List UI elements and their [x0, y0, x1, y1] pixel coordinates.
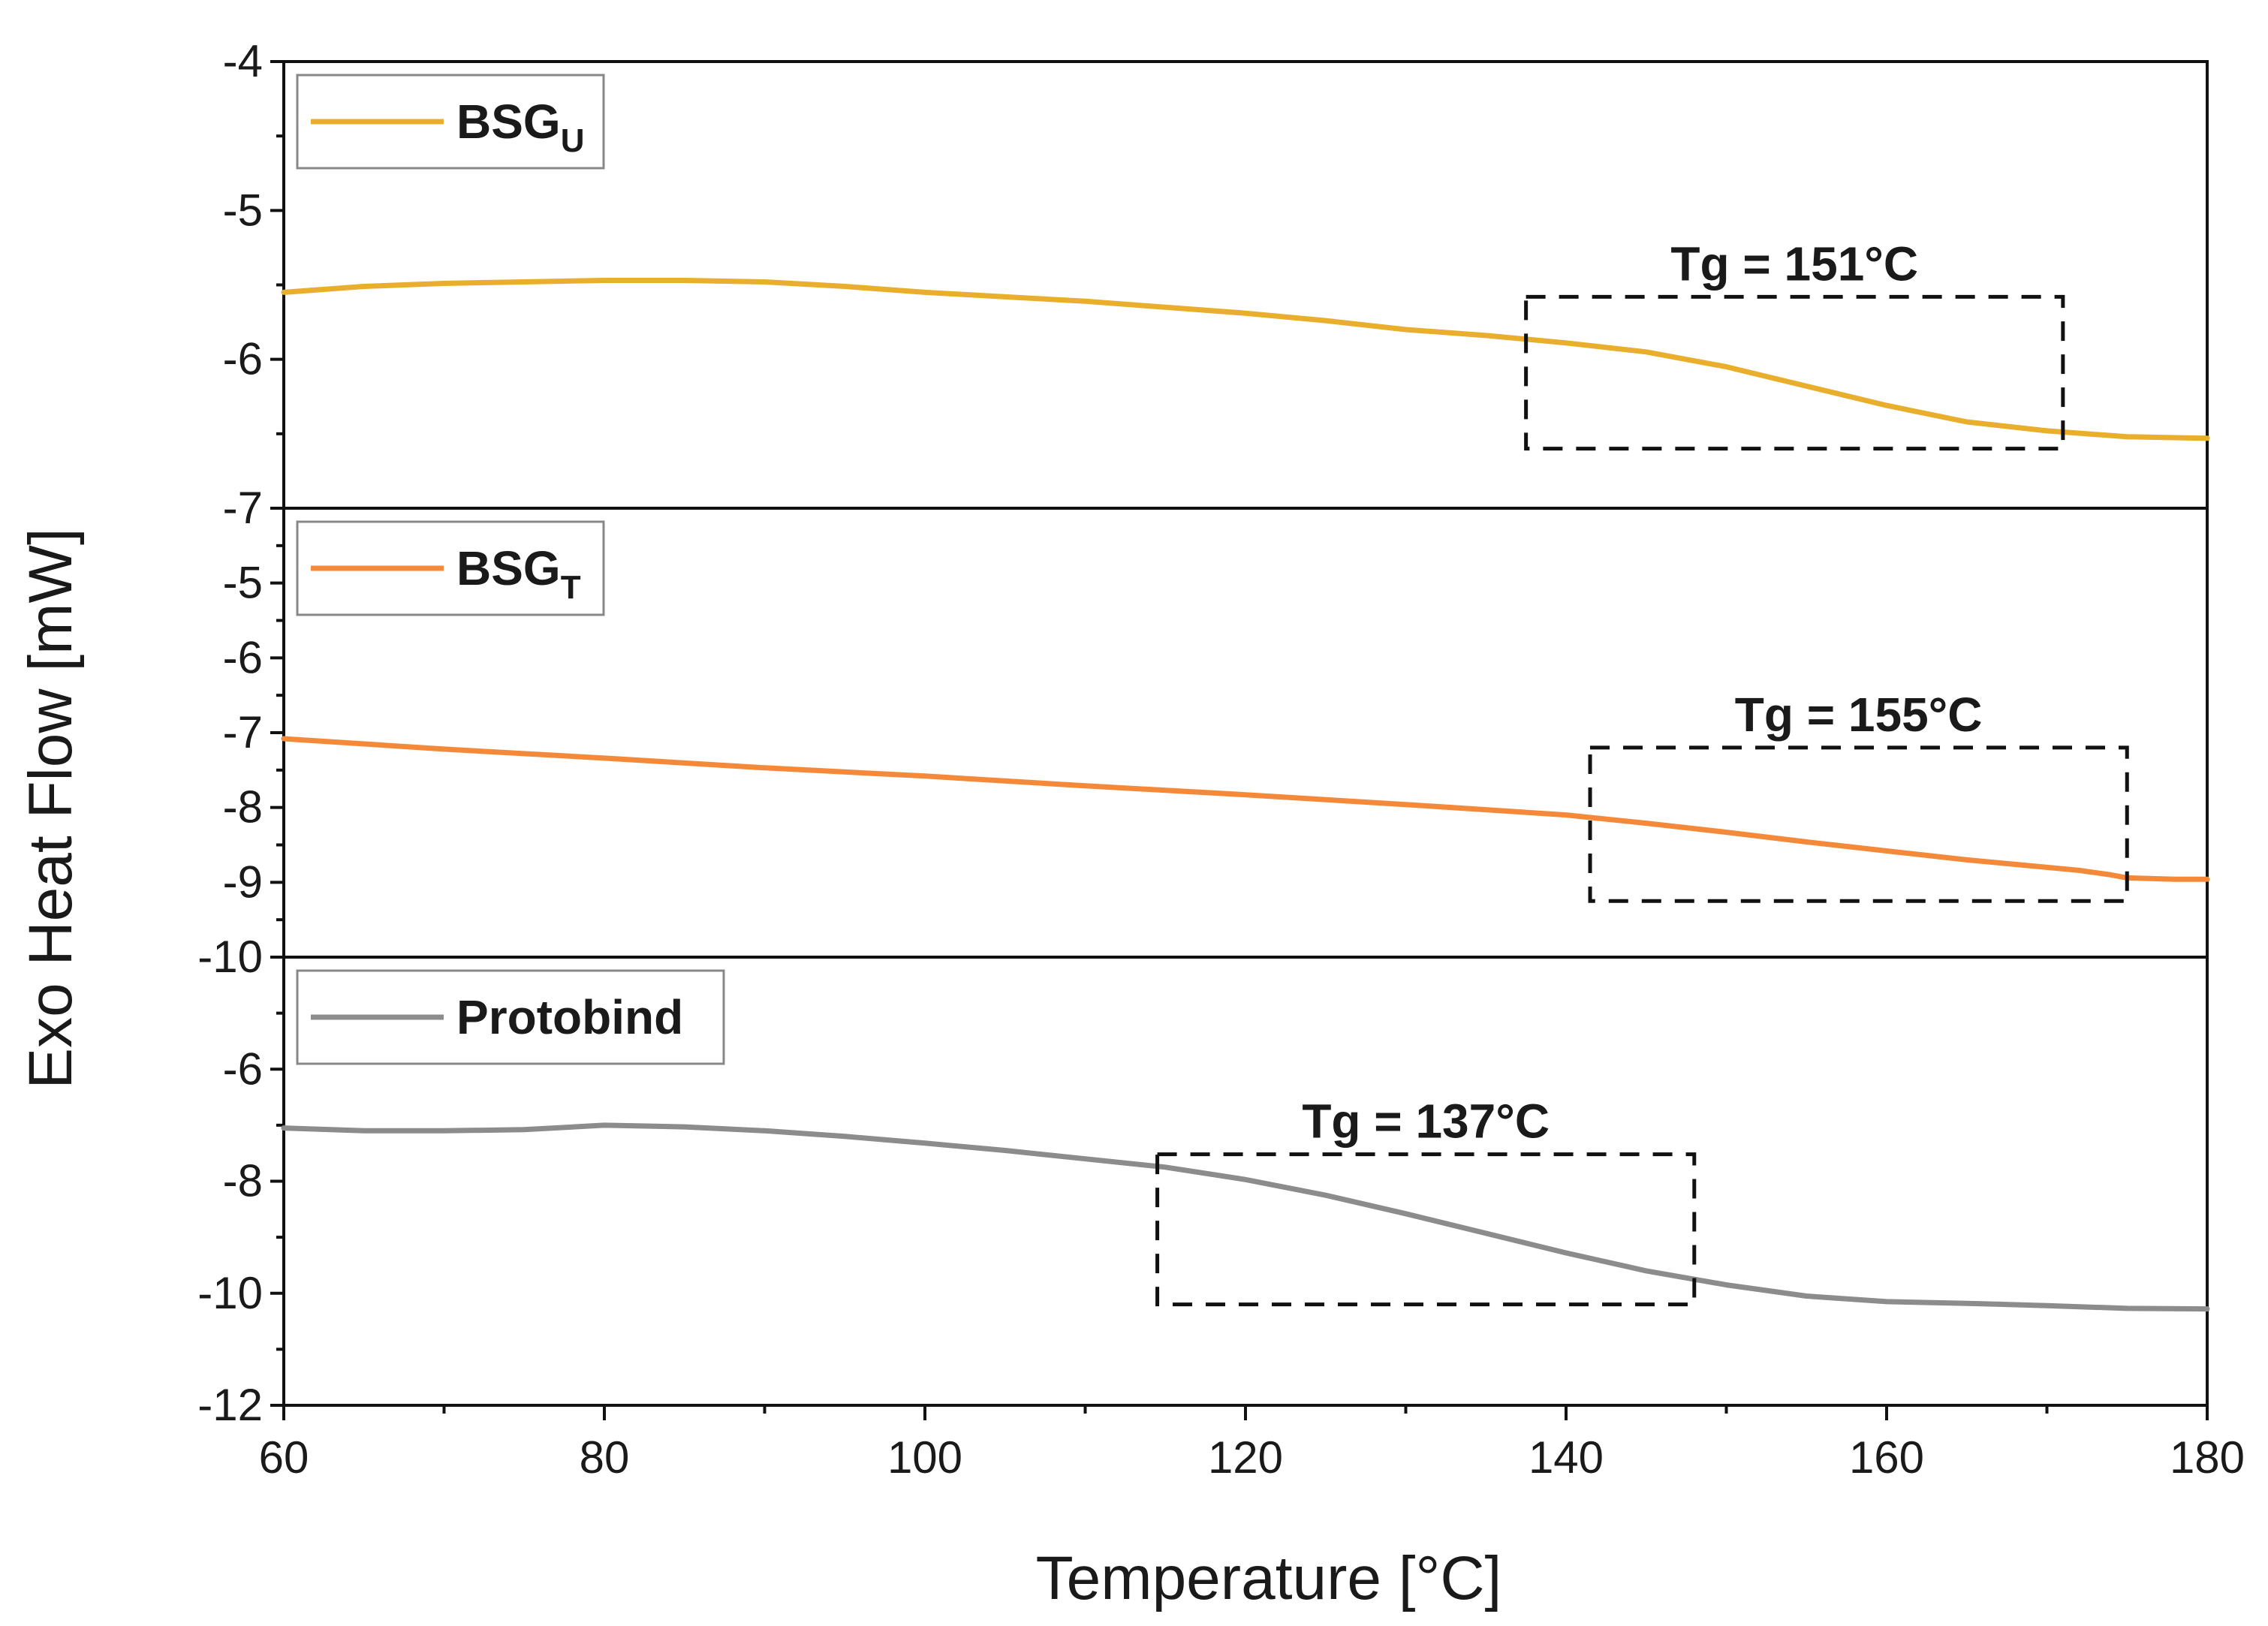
y-tick-label-bsgu: -6	[223, 334, 263, 384]
y-tick-label-bsgt: -6	[223, 632, 263, 682]
y-tick-label-bsgu: -5	[223, 185, 263, 235]
x-tick-label: 120	[1208, 1432, 1283, 1483]
legend-label-bsgt: BSGT	[456, 541, 581, 606]
legend-label-protobind: Protobind	[456, 990, 683, 1044]
x-axis-title: Temperature [°C]	[1036, 1544, 1502, 1612]
tg-label-bsgu: Tg = 151°C	[1670, 236, 1918, 291]
y-tick-label-protobind: -8	[223, 1156, 263, 1206]
x-axis: 60 80 100 120 140 160 180	[259, 1405, 2245, 1483]
series-line-protobind	[281, 1122, 2210, 1312]
tg-box-bsgu	[1524, 294, 2065, 451]
y-tick-label-bsgt: -8	[223, 782, 263, 833]
y-tick-label-protobind: -10	[197, 1268, 263, 1318]
y-tick-label-protobind: -12	[197, 1380, 263, 1430]
x-tick-label: 160	[1849, 1432, 1924, 1483]
y-tick-label-bsgt: -10	[197, 932, 263, 982]
panel-protobind: -6 -8 -10 -12 Tg = 137°C Protobind	[197, 956, 2210, 1430]
series-line-bsgu	[281, 278, 2210, 441]
y-tick-label-bsgt: -5	[223, 558, 263, 608]
y-tick-label-bsgt: -7	[223, 707, 263, 757]
y-tick-label-bsgu: -4	[223, 36, 263, 86]
y-tick-label-protobind: -6	[223, 1043, 263, 1094]
x-tick-label: 60	[259, 1432, 309, 1483]
x-tick-label: 100	[887, 1432, 962, 1483]
tg-box-bsgt	[1588, 745, 2129, 903]
y-tick-label-bsgu: -7	[223, 483, 263, 533]
y-axis-title: Exo Heat Flow [mW]	[17, 528, 85, 1089]
tg-label-protobind: Tg = 137°C	[1302, 1095, 1550, 1149]
y-tick-label-bsgt: -9	[223, 857, 263, 907]
x-tick-label: 180	[2170, 1432, 2245, 1483]
legend-subscript-bsgt: T	[561, 569, 581, 606]
x-tick-label: 140	[1529, 1432, 1604, 1483]
tg-label-bsgt: Tg = 155°C	[1735, 688, 1983, 742]
x-tick-label: 80	[580, 1432, 630, 1483]
legend-subscript-bsgu: U	[561, 122, 585, 159]
series-line-bsgt	[281, 736, 2210, 882]
tg-box-protobind	[1155, 1152, 1697, 1307]
